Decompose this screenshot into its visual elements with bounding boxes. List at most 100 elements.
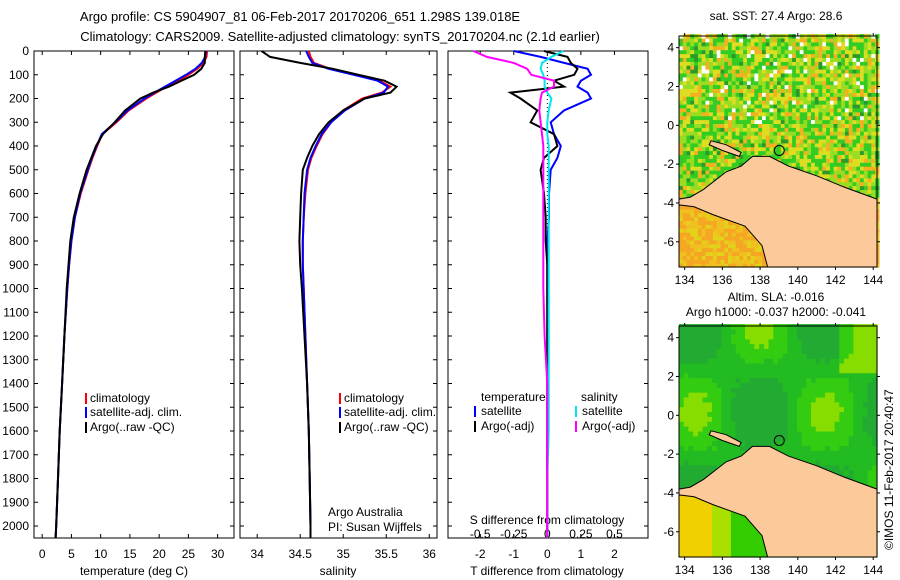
map-cell xyxy=(688,508,694,514)
map-cell xyxy=(807,84,812,89)
map-cell xyxy=(777,135,782,140)
map-cell xyxy=(694,76,699,82)
map-cell xyxy=(863,88,869,93)
map-cell xyxy=(787,411,793,417)
map-cell xyxy=(746,150,752,155)
map-cell xyxy=(724,228,729,233)
map-cell xyxy=(818,127,823,132)
map-cell xyxy=(688,542,694,548)
map-cell xyxy=(871,111,876,117)
map-cell xyxy=(690,158,695,163)
series-line-t-satellite xyxy=(513,50,593,538)
map-cell xyxy=(728,235,733,241)
map-cell xyxy=(848,100,854,105)
map-cell xyxy=(815,401,821,408)
map-cell xyxy=(705,84,710,89)
map-cell xyxy=(778,396,784,403)
map-cell xyxy=(856,61,861,66)
map-cell xyxy=(811,131,816,136)
map-cell xyxy=(731,247,737,253)
map-cell xyxy=(825,421,831,427)
map-cell xyxy=(701,127,706,132)
map-cell xyxy=(712,127,718,132)
map-cell xyxy=(731,142,737,148)
map-cell xyxy=(682,131,688,136)
map-cell xyxy=(858,392,864,398)
map-cell xyxy=(773,445,779,451)
map-cell xyxy=(833,173,838,179)
map-cell xyxy=(720,162,725,167)
map-cell xyxy=(730,537,737,544)
map-cell xyxy=(716,552,722,558)
map-cell xyxy=(705,166,710,171)
map-cell xyxy=(852,96,857,101)
map-cell xyxy=(701,181,706,187)
map-cell xyxy=(867,80,872,86)
map-cell xyxy=(694,173,699,179)
map-cell xyxy=(867,57,872,62)
map-cell xyxy=(697,131,703,136)
map-cell xyxy=(739,235,744,241)
map-cell xyxy=(754,45,759,51)
map-cell xyxy=(750,127,756,132)
map-cell xyxy=(848,41,854,47)
map-cell xyxy=(683,498,689,505)
map-cell xyxy=(754,411,760,417)
map-cell xyxy=(867,166,872,171)
map-cell xyxy=(754,251,759,256)
map-cell xyxy=(688,445,694,451)
map-cell xyxy=(801,450,807,456)
map-cell xyxy=(690,131,695,136)
map-cell xyxy=(739,243,744,249)
map-cell xyxy=(848,169,854,175)
map-cell xyxy=(735,445,741,451)
map-cell xyxy=(815,382,821,388)
map-cell xyxy=(834,411,840,417)
map-cell xyxy=(826,177,831,183)
map-cell xyxy=(848,69,854,74)
map-cell xyxy=(724,259,729,264)
map-cell xyxy=(724,251,729,256)
map-cell xyxy=(811,440,817,446)
map-cell xyxy=(726,421,732,427)
map-cell xyxy=(679,450,685,456)
map-cell xyxy=(702,552,708,558)
map-cell xyxy=(735,421,741,427)
map-cell xyxy=(853,406,859,413)
map-cell xyxy=(694,69,699,74)
map-cell xyxy=(871,96,876,101)
legend-t-satellite: satellite xyxy=(481,404,522,418)
map-cell xyxy=(728,142,733,148)
map-cell xyxy=(822,103,827,109)
map-cell xyxy=(740,440,746,446)
map-cell xyxy=(853,416,859,422)
map-cell xyxy=(773,111,778,117)
map-cell xyxy=(814,169,820,175)
map-cell xyxy=(799,119,805,124)
map-cell xyxy=(694,185,699,190)
map-cell xyxy=(697,251,703,256)
map-cell xyxy=(728,65,733,70)
map-cell xyxy=(853,440,859,446)
map-cell xyxy=(841,107,846,113)
map-cell xyxy=(690,45,695,51)
map-cell xyxy=(829,392,836,398)
map-cell xyxy=(822,37,827,43)
map-cell xyxy=(716,387,722,393)
map-cell xyxy=(712,220,718,225)
map-cell xyxy=(871,57,876,62)
map-cell xyxy=(848,401,854,408)
map-cell xyxy=(780,92,786,97)
map-cell xyxy=(820,426,826,432)
map-cell xyxy=(784,84,789,89)
map-cell xyxy=(826,119,831,124)
map-cell xyxy=(750,107,756,113)
map-cell xyxy=(731,80,737,86)
map-cell xyxy=(724,61,729,66)
map-cell xyxy=(746,247,752,253)
map-cell xyxy=(716,406,722,413)
map-cell xyxy=(844,76,850,82)
map-cell xyxy=(867,469,873,476)
depth-tick-label: 0 xyxy=(22,44,29,58)
map-cell xyxy=(735,53,740,58)
